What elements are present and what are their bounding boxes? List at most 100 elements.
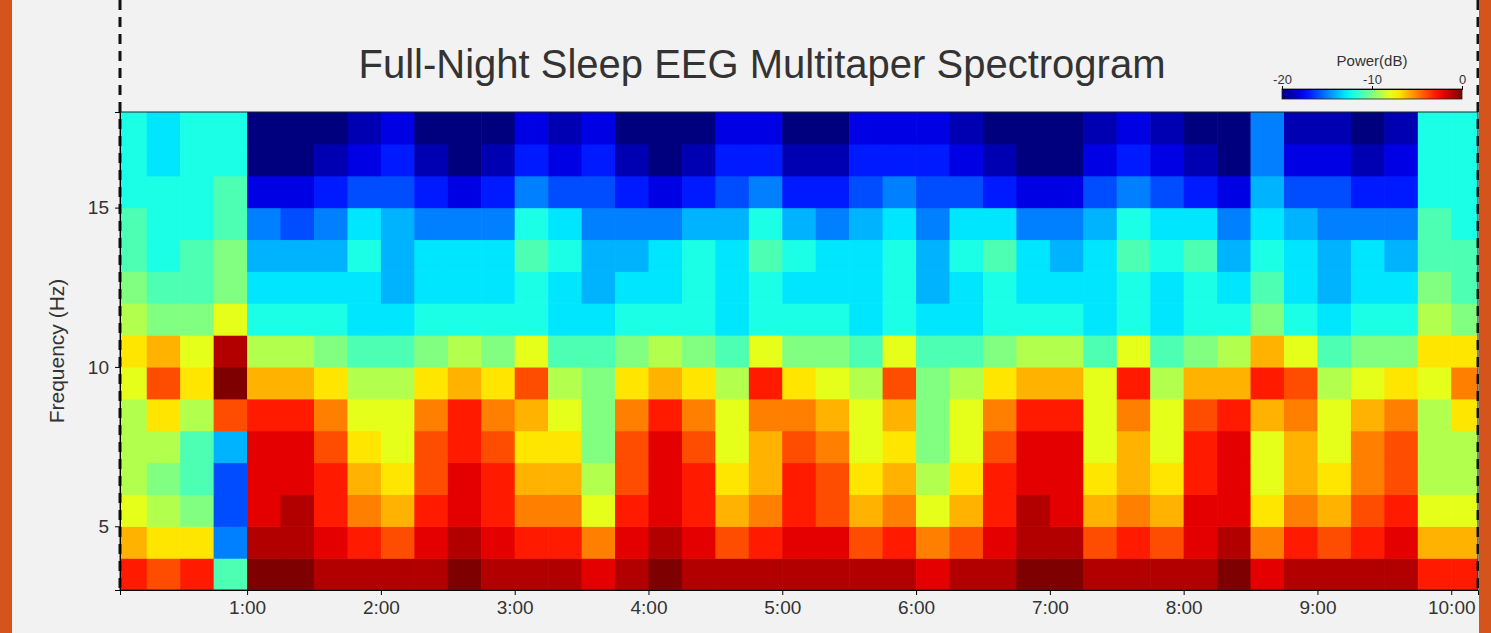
cell xyxy=(582,239,616,271)
cell xyxy=(314,367,348,399)
cell xyxy=(414,399,448,431)
cell xyxy=(849,494,883,526)
cell xyxy=(120,494,147,526)
cell xyxy=(1284,271,1318,303)
cell xyxy=(1418,144,1452,176)
cell xyxy=(782,463,816,495)
x-tick: 6:00 xyxy=(898,590,935,618)
cell xyxy=(180,303,214,335)
cell xyxy=(1217,303,1251,335)
cell xyxy=(715,176,749,208)
colorbar-tick: -10 xyxy=(1363,72,1382,89)
cell xyxy=(983,239,1017,271)
cell xyxy=(1351,208,1385,240)
cell xyxy=(147,367,181,399)
x-tick-mark xyxy=(1317,590,1318,595)
cell xyxy=(214,494,248,526)
cell xyxy=(548,463,582,495)
cell xyxy=(515,367,549,399)
colorbar-axis: -20-100 xyxy=(1273,72,1466,90)
cell xyxy=(1251,176,1285,208)
cell xyxy=(648,463,682,495)
x-tick-label: 8:00 xyxy=(1166,597,1203,618)
cell xyxy=(1150,335,1184,367)
cell xyxy=(582,303,616,335)
cell xyxy=(749,526,783,558)
cell xyxy=(883,558,917,590)
cell xyxy=(950,303,984,335)
cell xyxy=(281,271,315,303)
cell xyxy=(120,558,147,590)
cell xyxy=(1251,494,1285,526)
cell xyxy=(950,271,984,303)
cell xyxy=(883,112,917,144)
cell xyxy=(1217,399,1251,431)
x-tick-mark xyxy=(1050,590,1051,595)
cell xyxy=(548,367,582,399)
cell xyxy=(515,335,549,367)
cell xyxy=(347,463,381,495)
cell xyxy=(1217,526,1251,558)
cell xyxy=(582,271,616,303)
colorbar xyxy=(1282,89,1462,99)
cell xyxy=(749,558,783,590)
cell xyxy=(615,494,649,526)
cell xyxy=(347,431,381,463)
cell xyxy=(715,239,749,271)
cell xyxy=(1150,494,1184,526)
cell xyxy=(1050,271,1084,303)
cell xyxy=(1016,208,1050,240)
cell xyxy=(247,176,281,208)
cell xyxy=(1251,367,1285,399)
x-axis-line xyxy=(121,591,1479,596)
cell xyxy=(347,399,381,431)
cell xyxy=(715,558,749,590)
cell xyxy=(883,239,917,271)
cell xyxy=(214,303,248,335)
cell xyxy=(281,112,315,144)
cell xyxy=(515,144,549,176)
cell xyxy=(481,526,515,558)
cell xyxy=(1150,526,1184,558)
cell xyxy=(1083,239,1117,271)
cell xyxy=(782,271,816,303)
cell xyxy=(347,271,381,303)
cell xyxy=(682,239,716,271)
cell xyxy=(147,112,181,144)
cell xyxy=(481,176,515,208)
x-axis: 1:002:003:004:005:006:007:008:009:0010:0… xyxy=(121,590,1479,618)
cell xyxy=(381,399,415,431)
cell xyxy=(615,176,649,208)
cell xyxy=(347,335,381,367)
y-axis-line xyxy=(115,113,121,591)
cell xyxy=(481,271,515,303)
cell xyxy=(1384,239,1418,271)
cell xyxy=(548,144,582,176)
cell xyxy=(615,208,649,240)
cell xyxy=(1217,239,1251,271)
cell xyxy=(214,271,248,303)
cell xyxy=(648,239,682,271)
cell xyxy=(180,208,214,240)
cell xyxy=(883,271,917,303)
x-tick-mark xyxy=(1451,590,1452,595)
cell xyxy=(883,399,917,431)
cell xyxy=(1217,208,1251,240)
cell xyxy=(1150,144,1184,176)
cell xyxy=(281,335,315,367)
cell xyxy=(648,208,682,240)
cell xyxy=(1384,335,1418,367)
cell xyxy=(715,463,749,495)
cell xyxy=(347,303,381,335)
cell xyxy=(582,176,616,208)
cell xyxy=(1217,431,1251,463)
cell xyxy=(414,494,448,526)
cell xyxy=(1317,494,1351,526)
cell xyxy=(1284,335,1318,367)
cell xyxy=(1351,303,1385,335)
cell xyxy=(314,144,348,176)
cell xyxy=(682,208,716,240)
cell xyxy=(1384,271,1418,303)
cell xyxy=(1150,399,1184,431)
cell xyxy=(347,239,381,271)
